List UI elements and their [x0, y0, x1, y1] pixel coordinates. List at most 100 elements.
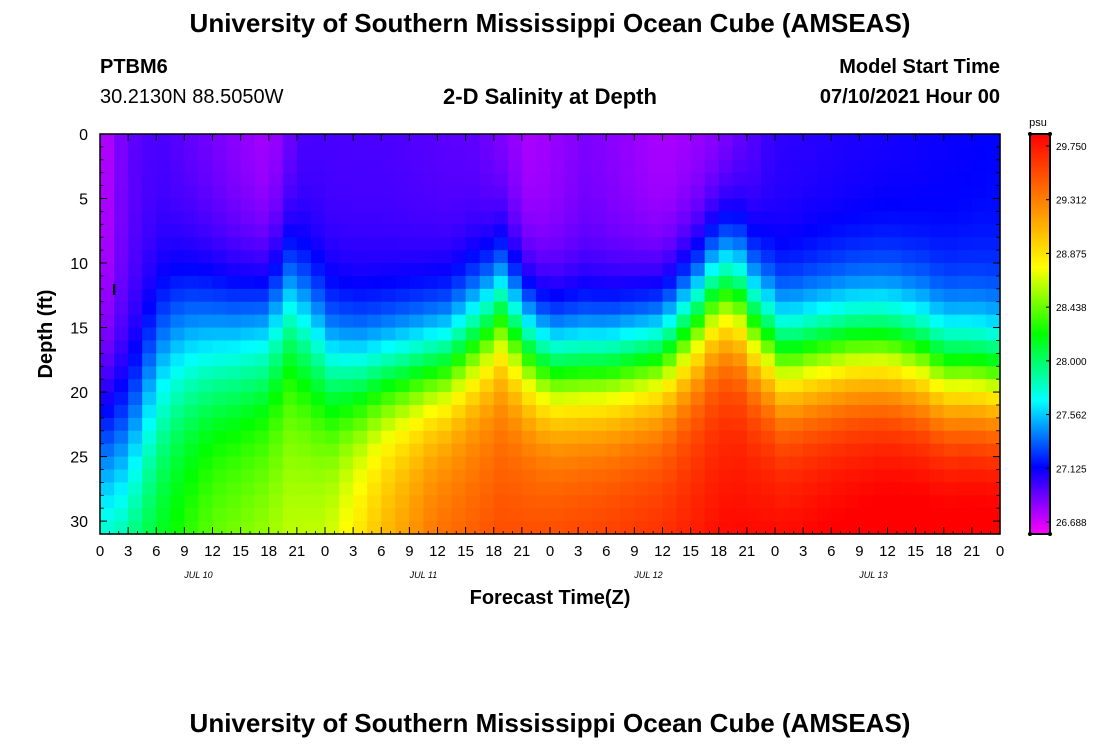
heatmap-cell: [128, 404, 143, 419]
heatmap-cell: [620, 469, 635, 483]
heatmap-cell: [535, 456, 551, 471]
heatmap-cell: [325, 482, 340, 496]
heatmap-cell: [775, 288, 790, 303]
heatmap-cell: [381, 353, 396, 367]
heatmap-cell: [170, 482, 185, 496]
heatmap-cell: [423, 250, 439, 264]
x-tick-label: 21: [514, 543, 531, 560]
heatmap-cell: [367, 482, 382, 496]
heatmap-cell: [817, 172, 832, 187]
heatmap-cell: [775, 327, 790, 342]
heatmap-cell: [662, 366, 678, 380]
heatmap-cell: [437, 314, 453, 329]
heatmap-cell: [985, 521, 1001, 535]
heatmap-cell: [550, 443, 565, 458]
heatmap-cell: [901, 340, 917, 354]
heatmap-cell: [634, 211, 650, 225]
heatmap-cell: [423, 482, 439, 496]
heatmap-cell: [296, 275, 312, 290]
heatmap-cell: [282, 159, 298, 174]
heatmap-cell: [676, 366, 692, 380]
heatmap-cell: [901, 327, 917, 342]
colorbar-tick-label: 29.750: [1056, 142, 1087, 153]
heatmap-cell: [521, 198, 537, 213]
heatmap-cell: [325, 443, 340, 458]
heatmap-cell: [254, 159, 270, 174]
heatmap-cell: [423, 185, 439, 200]
heatmap-cell: [901, 211, 917, 225]
x-tick-label: 0: [96, 543, 104, 560]
heatmap-cell: [929, 495, 945, 509]
heatmap-cell: [479, 353, 495, 367]
heatmap-cell: [367, 263, 382, 277]
heatmap-cell: [901, 250, 917, 264]
heatmap-cell: [620, 224, 635, 238]
colorbar-unit: psu: [1029, 117, 1047, 129]
heatmap-cell: [929, 417, 945, 432]
heatmap-cell: [971, 134, 987, 148]
heatmap-cell: [521, 314, 537, 329]
heatmap-cell: [901, 146, 917, 161]
heatmap-cell: [746, 301, 762, 316]
heatmap-cell: [268, 392, 284, 406]
heatmap-cell: [451, 353, 467, 367]
heatmap-cell: [507, 443, 523, 458]
heatmap-cell: [985, 340, 1001, 354]
heatmap-cell: [507, 172, 523, 187]
heatmap-cell: [226, 366, 242, 380]
heatmap-cell: [395, 456, 410, 471]
heatmap-cell: [704, 275, 720, 290]
heatmap-cell: [648, 211, 664, 225]
heatmap-cell: [620, 301, 635, 316]
y-tick-label: 0: [79, 127, 88, 144]
heatmap-cell: [142, 185, 157, 200]
heatmap-cell: [845, 366, 860, 380]
heatmap-cell: [592, 417, 607, 432]
heatmap-cell: [310, 211, 326, 225]
heatmap-cell: [507, 404, 523, 419]
heatmap-cell: [268, 172, 284, 187]
heatmap-cell: [704, 146, 720, 161]
heatmap-cell: [114, 301, 129, 316]
heatmap-cell: [648, 340, 664, 354]
heatmap-cell: [943, 301, 959, 316]
heatmap-cell: [170, 224, 185, 238]
heatmap-cell: [676, 301, 692, 316]
heatmap-cell: [339, 366, 354, 380]
heatmap-cell: [465, 250, 481, 264]
heatmap-cell: [507, 379, 523, 393]
heatmap-cell: [240, 366, 256, 380]
heatmap-cell: [296, 146, 312, 161]
heatmap-cell: [535, 250, 551, 264]
heatmap-cell: [268, 430, 284, 445]
heatmap-cell: [437, 443, 453, 458]
heatmap-cell: [142, 379, 157, 393]
heatmap-cell: [423, 379, 439, 393]
heatmap-cell: [915, 250, 931, 264]
heatmap-cell: [676, 172, 692, 187]
colorbar: psu29.75029.31228.87528.43828.00027.5622…: [1028, 117, 1087, 536]
heatmap-cell: [746, 211, 762, 225]
heatmap-cell: [282, 198, 298, 213]
salinity-chart: I 0 3 6 9 12 15 18 21 0 3 6 9 12 15 18 21 0 3 6 9 12 15 18 21 0 3…: [35, 117, 1087, 609]
heatmap-cell: [507, 224, 523, 238]
heatmap-cell: [578, 263, 593, 277]
y-tick-label: 25: [70, 450, 88, 467]
heatmap-cell: [535, 379, 551, 393]
heatmap-cell: [957, 508, 973, 522]
heatmap-cell: [887, 146, 903, 161]
heatmap-cell: [325, 172, 340, 187]
heatmap-cell: [451, 211, 467, 225]
heatmap-cell: [128, 379, 143, 393]
heatmap-cell: [507, 146, 523, 161]
heatmap-cell: [971, 172, 987, 187]
heatmap-cell: [985, 198, 1001, 213]
heatmap-cell: [409, 172, 425, 187]
heatmap-cell: [634, 224, 650, 238]
heatmap-cell: [915, 275, 931, 290]
y-tick-label: 15: [70, 321, 88, 338]
heatmap-cell: [184, 250, 200, 264]
heatmap-cell: [268, 250, 284, 264]
heatmap-cell: [156, 288, 171, 303]
heatmap-cell: [381, 443, 396, 458]
